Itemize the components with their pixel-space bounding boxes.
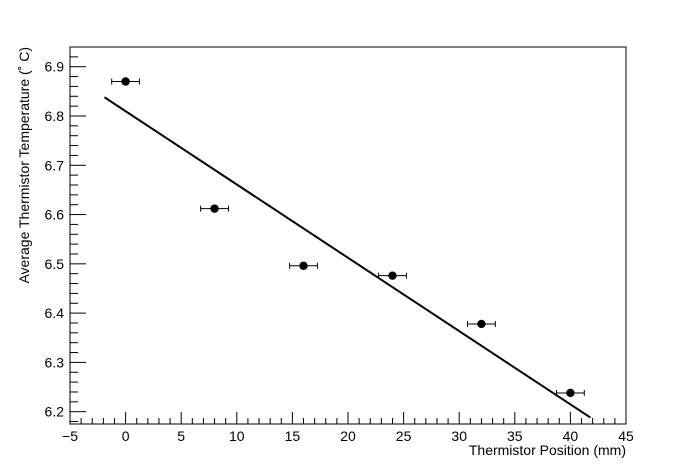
y-tick-label: 6.9 <box>45 59 65 75</box>
data-points <box>111 77 585 398</box>
y-tick-label: 6.2 <box>45 404 65 420</box>
x-tick-label: 25 <box>396 428 412 444</box>
data-point <box>388 271 397 280</box>
data-point <box>121 77 130 86</box>
x-tick-label: 0 <box>122 428 130 444</box>
y-axis-tick-labels: 6.2 6.3 6.4 6.5 6.6 6.7 6.8 6.9 <box>45 59 65 420</box>
x-axis-title: Thermistor Position (mm) <box>469 442 626 458</box>
y-tick-label: 6.4 <box>45 305 65 321</box>
x-tick-label: 5 <box>177 428 185 444</box>
data-point <box>299 261 308 271</box>
x-tick-label: 10 <box>229 428 245 444</box>
x-tick-label: 35 <box>507 428 523 444</box>
y-axis-ticks <box>70 46 86 423</box>
y-tick-label: 6.6 <box>45 207 65 223</box>
y-tick-label: 6.8 <box>45 108 65 124</box>
x-tick-label: 15 <box>285 428 301 444</box>
x-tick-label: 40 <box>563 428 579 444</box>
data-point <box>477 319 486 329</box>
data-point <box>566 388 575 398</box>
y-axis-title: Average Thermistor Temperature (˚ C) <box>16 47 32 284</box>
y-tick-label: 6.3 <box>45 354 65 370</box>
fit-line <box>103 96 591 419</box>
data-point <box>210 204 219 213</box>
fit-line-group <box>103 96 591 419</box>
x-axis-tick-labels: −5 0 5 10 15 20 25 30 35 40 45 <box>62 428 634 444</box>
x-tick-label: 45 <box>618 428 634 444</box>
plot-frame <box>69 46 627 425</box>
x-axis-ticks <box>69 412 627 424</box>
x-tick-label: 30 <box>451 428 467 444</box>
y-tick-label: 6.7 <box>45 157 65 173</box>
x-tick-label: −5 <box>62 428 78 444</box>
y-tick-label: 6.5 <box>45 256 65 272</box>
x-tick-label: 20 <box>340 428 356 444</box>
